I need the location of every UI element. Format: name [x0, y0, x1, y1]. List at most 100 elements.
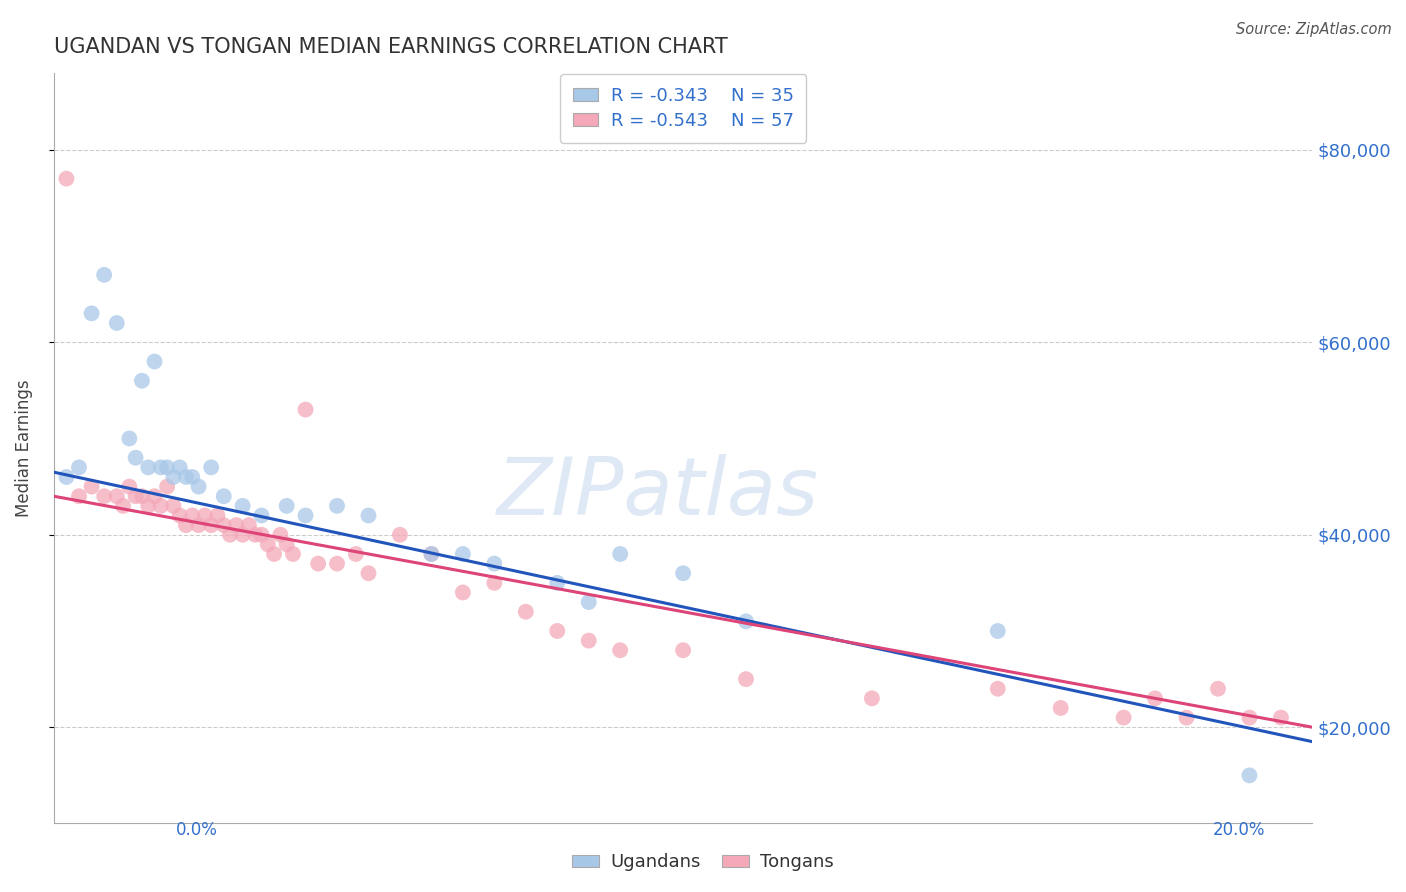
- Point: [162, 499, 184, 513]
- Point: [1270, 710, 1292, 724]
- Y-axis label: Median Earnings: Median Earnings: [15, 379, 32, 517]
- Point: [1049, 701, 1071, 715]
- Point: [269, 527, 291, 541]
- Text: ZIPatlas: ZIPatlas: [496, 454, 820, 533]
- Point: [860, 691, 883, 706]
- Point: [187, 518, 209, 533]
- Point: [987, 681, 1010, 696]
- Point: [515, 605, 537, 619]
- Point: [578, 633, 600, 648]
- Point: [225, 518, 247, 533]
- Text: Source: ZipAtlas.com: Source: ZipAtlas.com: [1236, 22, 1392, 37]
- Point: [169, 460, 191, 475]
- Point: [131, 374, 153, 388]
- Point: [256, 537, 278, 551]
- Point: [156, 460, 179, 475]
- Point: [484, 557, 506, 571]
- Point: [987, 624, 1010, 638]
- Point: [307, 557, 329, 571]
- Point: [67, 460, 90, 475]
- Point: [149, 499, 172, 513]
- Point: [735, 615, 758, 629]
- Point: [212, 489, 235, 503]
- Point: [735, 672, 758, 686]
- Point: [484, 575, 506, 590]
- Point: [232, 499, 254, 513]
- Point: [136, 499, 159, 513]
- Point: [245, 527, 267, 541]
- Point: [451, 547, 474, 561]
- Point: [143, 354, 166, 368]
- Point: [124, 489, 146, 503]
- Point: [420, 547, 443, 561]
- Point: [451, 585, 474, 599]
- Point: [219, 527, 242, 541]
- Point: [156, 480, 179, 494]
- Point: [93, 489, 115, 503]
- Point: [124, 450, 146, 465]
- Point: [326, 499, 349, 513]
- Point: [93, 268, 115, 282]
- Point: [136, 460, 159, 475]
- Point: [1112, 710, 1135, 724]
- Point: [162, 470, 184, 484]
- Point: [212, 518, 235, 533]
- Point: [276, 537, 298, 551]
- Point: [194, 508, 217, 523]
- Point: [1175, 710, 1198, 724]
- Point: [1239, 710, 1261, 724]
- Point: [55, 171, 77, 186]
- Point: [80, 306, 103, 320]
- Point: [118, 480, 141, 494]
- Point: [131, 489, 153, 503]
- Point: [174, 518, 197, 533]
- Point: [672, 566, 695, 581]
- Point: [169, 508, 191, 523]
- Legend: R = -0.343    N = 35, R = -0.543    N = 57: R = -0.343 N = 35, R = -0.543 N = 57: [560, 74, 806, 143]
- Point: [238, 518, 260, 533]
- Point: [281, 547, 304, 561]
- Point: [55, 470, 77, 484]
- Legend: Ugandans, Tongans: Ugandans, Tongans: [565, 847, 841, 879]
- Point: [294, 402, 316, 417]
- Point: [578, 595, 600, 609]
- Point: [232, 527, 254, 541]
- Point: [546, 575, 568, 590]
- Point: [250, 508, 273, 523]
- Point: [357, 566, 380, 581]
- Point: [174, 470, 197, 484]
- Text: 20.0%: 20.0%: [1213, 821, 1265, 838]
- Point: [263, 547, 285, 561]
- Point: [388, 527, 411, 541]
- Point: [200, 460, 222, 475]
- Point: [149, 460, 172, 475]
- Point: [1144, 691, 1167, 706]
- Point: [546, 624, 568, 638]
- Point: [250, 527, 273, 541]
- Point: [143, 489, 166, 503]
- Point: [357, 508, 380, 523]
- Point: [326, 557, 349, 571]
- Point: [609, 643, 631, 657]
- Point: [118, 432, 141, 446]
- Point: [67, 489, 90, 503]
- Point: [80, 480, 103, 494]
- Point: [1206, 681, 1229, 696]
- Point: [294, 508, 316, 523]
- Text: UGANDAN VS TONGAN MEDIAN EARNINGS CORRELATION CHART: UGANDAN VS TONGAN MEDIAN EARNINGS CORREL…: [53, 37, 727, 57]
- Point: [276, 499, 298, 513]
- Text: 0.0%: 0.0%: [176, 821, 218, 838]
- Point: [672, 643, 695, 657]
- Point: [344, 547, 367, 561]
- Point: [187, 480, 209, 494]
- Point: [181, 508, 204, 523]
- Point: [420, 547, 443, 561]
- Point: [181, 470, 204, 484]
- Point: [1239, 768, 1261, 782]
- Point: [105, 316, 128, 330]
- Point: [207, 508, 229, 523]
- Point: [200, 518, 222, 533]
- Point: [112, 499, 135, 513]
- Point: [105, 489, 128, 503]
- Point: [609, 547, 631, 561]
